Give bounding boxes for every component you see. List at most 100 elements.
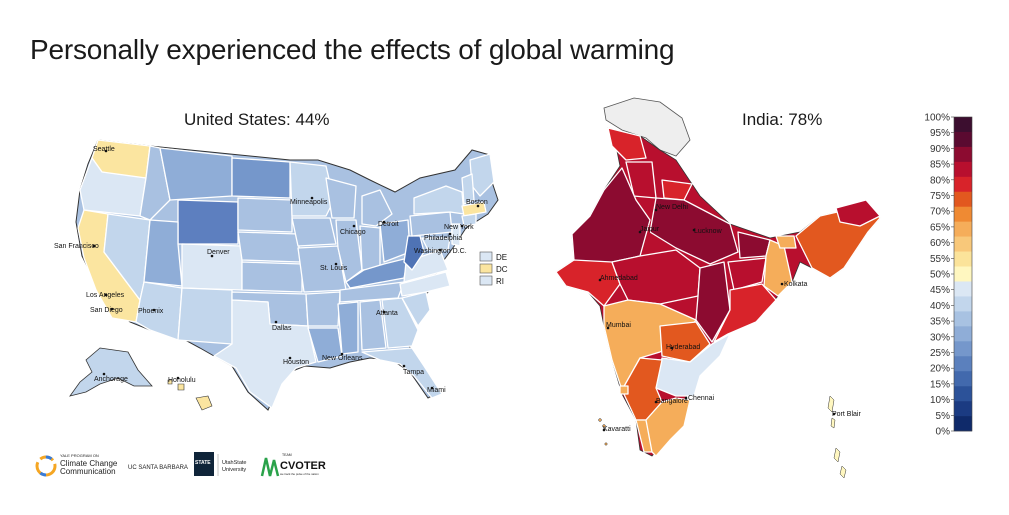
city-dot [654, 208, 658, 212]
us-state-massachusetts [461, 201, 487, 217]
india-region-tamil-nadu [645, 397, 691, 457]
yale-logo: YALE PROGRAM ON Climate Change Communica… [35, 453, 118, 477]
us-state-wyoming [177, 199, 239, 245]
colorbar-swatch [954, 311, 972, 327]
colorbar-tick-label: 30% [930, 332, 950, 343]
city-label-bangalore: Bangalore [656, 398, 688, 405]
usu-logo: STATE UtahState University [194, 452, 246, 476]
colorbar-swatch [954, 326, 972, 342]
city-label-new-delhi: New Delhi [656, 204, 688, 211]
colorbar-tick-label: 25% [930, 348, 950, 359]
city-label-san-diego: San Diego [90, 307, 123, 314]
cvoter-logo: TEAM CVOTER we track the pulse of the na… [260, 453, 326, 477]
city-dot [152, 308, 156, 312]
island-lakshadweep [604, 442, 608, 446]
city-label-new-york: New York [444, 224, 474, 231]
colorbar-tick-label: 50% [930, 270, 950, 281]
city-dot [638, 230, 642, 234]
city-dot [598, 278, 602, 282]
city-label-port-blair: Port Blair [832, 411, 861, 418]
ucsb-logo: UC SANTA BARBARA [128, 465, 188, 471]
us-state-north-carolina [399, 271, 451, 297]
us-state-montana [159, 147, 233, 201]
colorbar-tick-label: 10% [930, 395, 950, 406]
india-region-jammu-kashmir [603, 97, 691, 157]
island-andaman [827, 395, 835, 413]
city-label-honolulu: Honolulu [168, 377, 196, 384]
city-dot [780, 282, 784, 286]
us-state-south-dakota [237, 197, 293, 233]
colorbar-swatch [954, 341, 972, 357]
ri-legend-label: RI [496, 277, 504, 286]
yale-line2: Climate Change [60, 459, 118, 468]
dc-legend-swatch [479, 263, 493, 274]
city-label-kolkata: Kolkata [784, 281, 807, 288]
usu-line2: University [222, 467, 246, 473]
colorbar-tick-label: 90% [930, 144, 950, 155]
india-region-goa [619, 385, 629, 395]
island-lakshadweep [598, 418, 602, 422]
city-dot [832, 412, 836, 416]
colorbar-swatch [954, 371, 972, 387]
india-region-arunachal [835, 199, 881, 227]
city-dot [430, 386, 434, 390]
us-state-alabama [359, 299, 387, 351]
colorbar-swatch [954, 206, 972, 222]
us-state-texas [213, 299, 317, 409]
us-state-florida [361, 347, 443, 399]
us-state-iowa [291, 217, 337, 247]
city-label-hyderabad: Hyderabad [666, 344, 700, 351]
colorbar-tick-label: 60% [930, 238, 950, 249]
india-region-chhattisgarh [695, 261, 731, 343]
city-label-mumbai: Mumbai [606, 322, 631, 329]
us-state-connecticut [461, 213, 477, 227]
colorbar-tick-label: 95% [930, 128, 950, 139]
us-map-title: United States: 44% [184, 110, 330, 129]
colorbar: 100% 95% 90% 85% 80% 75% 70% 65% 60% 55% 50% 45% 40%… [924, 113, 973, 438]
us-state-arkansas [305, 291, 341, 327]
city-dot [334, 262, 338, 266]
yale-ring-accent-icon [35, 455, 57, 477]
colorbar-tick-label: 100% [924, 113, 950, 124]
city-dot [670, 346, 674, 350]
india-region-himachal [607, 127, 647, 161]
city-label-minneapolis: Minneapolis [290, 199, 328, 206]
city-label-denver: Denver [207, 249, 230, 256]
colorbar-swatch [954, 131, 972, 148]
colorbar-swatch [954, 401, 972, 417]
de-legend-label: DE [496, 253, 507, 262]
us-state-michigan [361, 189, 393, 227]
colorbar-tick-label: 35% [930, 317, 950, 328]
colorbar-tick-label: 20% [930, 364, 950, 375]
city-label-san-francisco: San Francisco [54, 243, 99, 250]
city-dot [102, 372, 106, 376]
city-label-ahmedabad: Ahmedabad [600, 275, 638, 282]
us-state-virginia [403, 249, 449, 283]
us-state-north-dakota [231, 157, 291, 199]
us-state-louisiana [307, 327, 343, 363]
city-label-philadelphia: Philadelphia [424, 235, 462, 242]
city-dot [382, 310, 386, 314]
colorbar-swatch [954, 191, 972, 208]
city-dot [210, 254, 214, 258]
city-label-seattle: Seattle [93, 146, 115, 153]
colorbar-swatch [954, 221, 972, 237]
colorbar-swatch [954, 251, 972, 267]
city-dot [310, 196, 314, 200]
city-label-atlanta: Atlanta [376, 310, 398, 317]
city-label-miami: Miami [427, 387, 446, 394]
city-label-kavaratti: Kavaratti [603, 426, 631, 433]
city-dot [92, 244, 96, 248]
city-label-boston: Boston [466, 199, 488, 206]
colorbar-tick-label: 70% [930, 207, 950, 218]
colorbar-swatch [954, 416, 972, 432]
chart-title: Personally experienced the effects of gl… [30, 34, 675, 65]
india-map: New Delhi Jaipur Lucknow Ahmedabad Kolka… [555, 97, 881, 479]
colorbar-tick-label: 15% [930, 379, 950, 390]
city-dot [654, 400, 658, 404]
colorbar-tick-label: 75% [930, 191, 950, 202]
colorbar-tick-label: 5% [936, 411, 951, 422]
colorbar-tick-label: 65% [930, 222, 950, 233]
cvoter-mark-icon [260, 457, 280, 477]
